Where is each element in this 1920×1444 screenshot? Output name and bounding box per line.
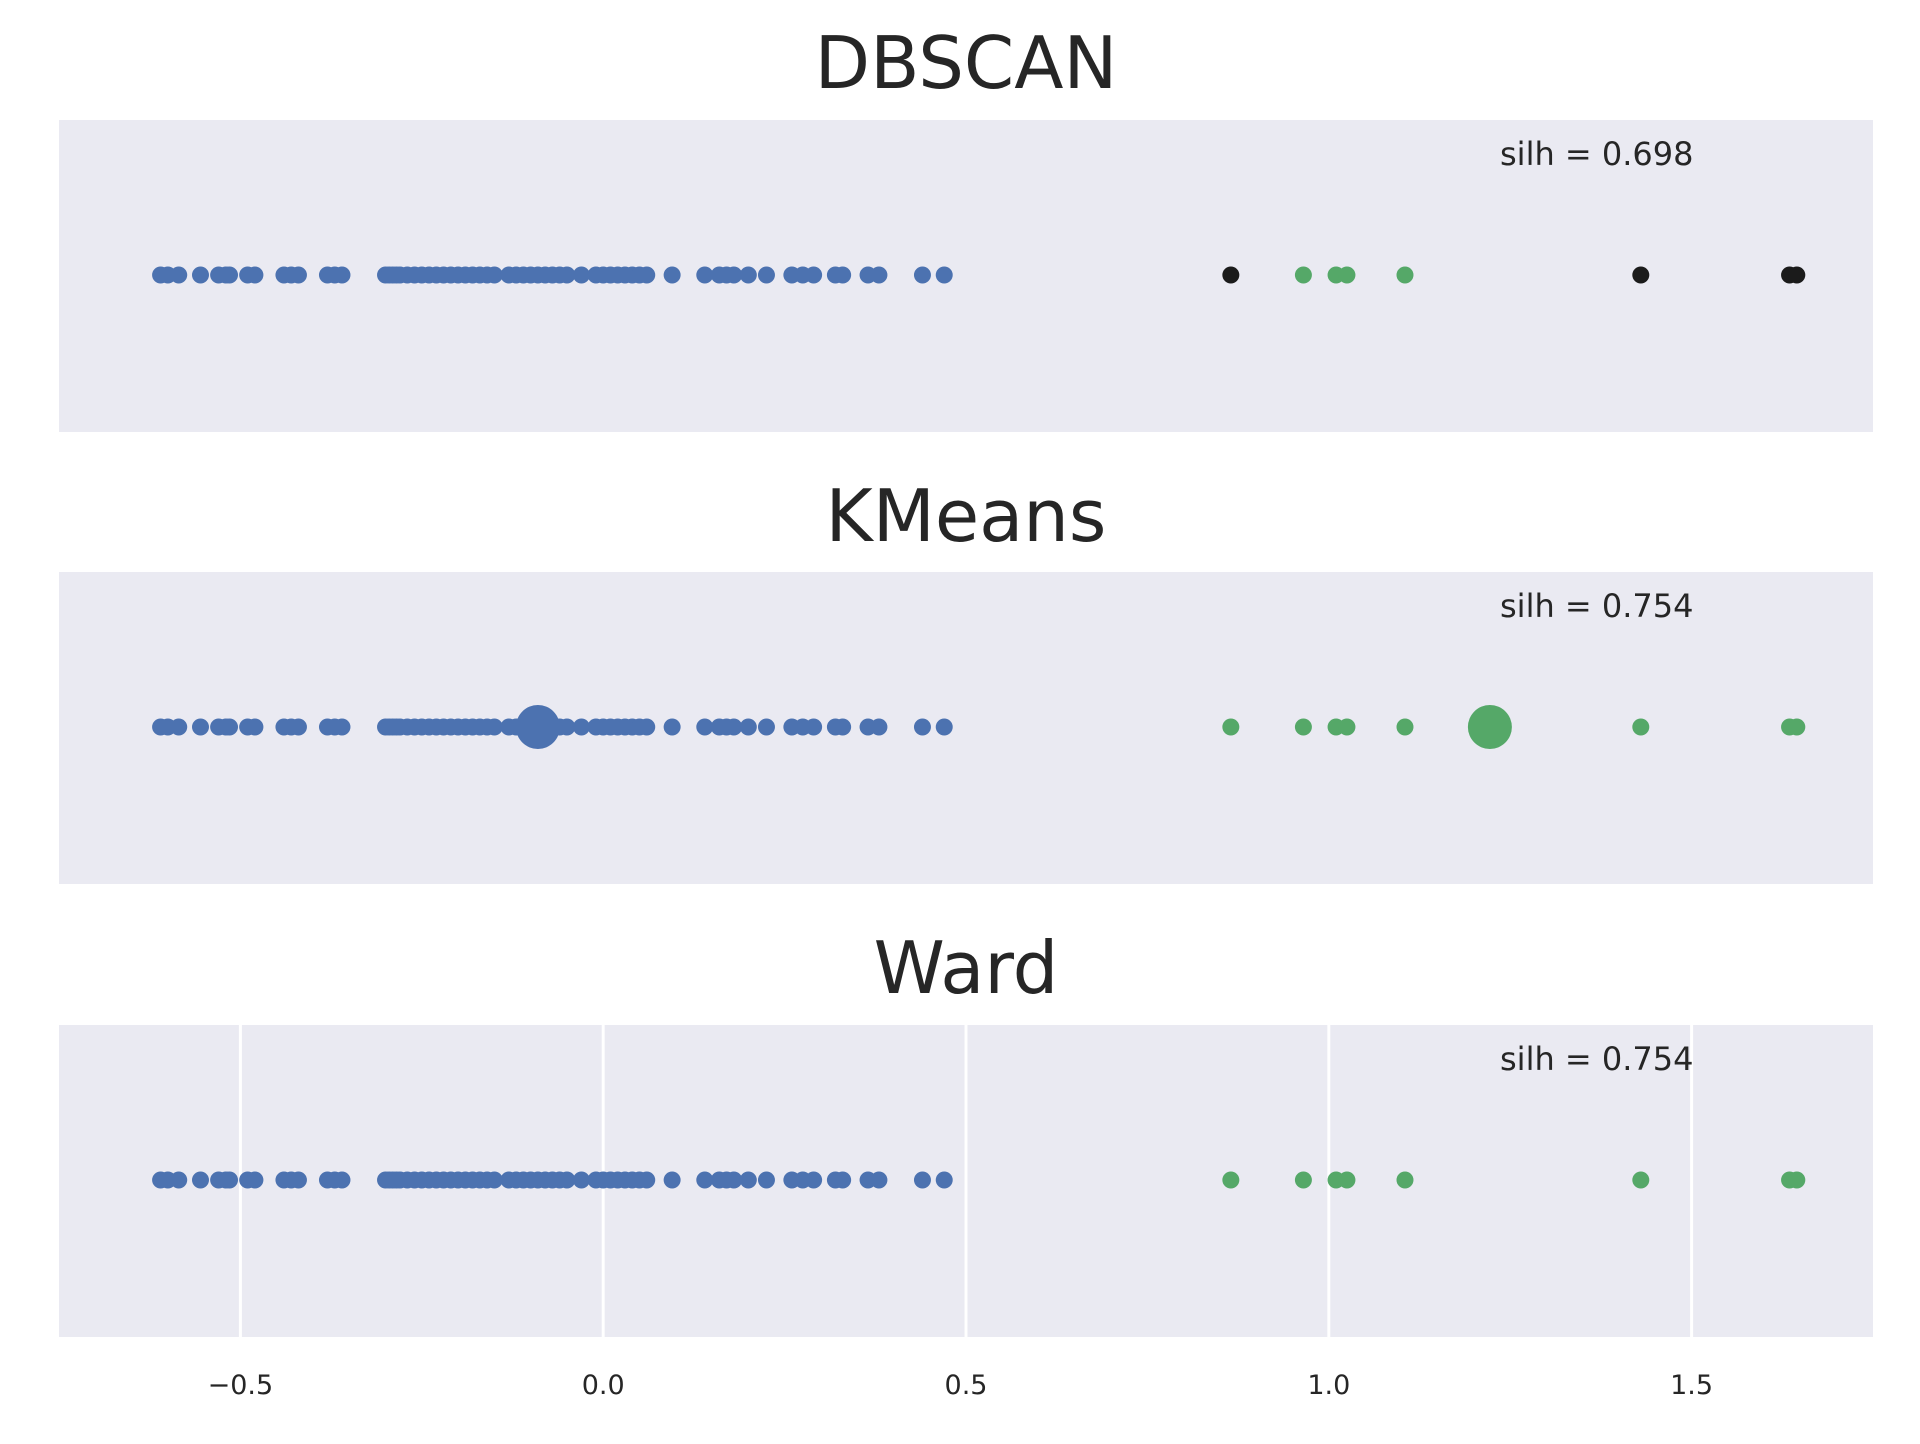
data-point xyxy=(1788,266,1806,284)
data-point xyxy=(1396,1171,1414,1189)
data-point xyxy=(1632,266,1650,284)
data-point xyxy=(191,266,209,284)
panel-title: Ward xyxy=(874,926,1059,1010)
data-point xyxy=(221,1171,239,1189)
data-point xyxy=(696,1171,714,1189)
data-point xyxy=(170,1171,188,1189)
data-point xyxy=(757,266,775,284)
data-point xyxy=(638,718,656,736)
data-point xyxy=(805,266,823,284)
data-point xyxy=(870,718,888,736)
plot-area xyxy=(59,572,1873,884)
cluster-centroid-point xyxy=(1467,705,1512,749)
data-point xyxy=(221,718,239,736)
data-point xyxy=(638,1171,656,1189)
data-point xyxy=(1396,266,1414,284)
data-point xyxy=(739,718,757,736)
data-point xyxy=(170,718,188,736)
data-point xyxy=(870,266,888,284)
x-tick-label: 1.0 xyxy=(1307,1370,1350,1401)
plot-area xyxy=(59,120,1873,432)
silhouette-annotation: silh = 0.698 xyxy=(1500,135,1694,173)
data-point xyxy=(191,1171,209,1189)
silhouette-annotation: silh = 0.754 xyxy=(1500,1040,1694,1078)
data-point xyxy=(870,1171,888,1189)
data-point xyxy=(1222,266,1240,284)
data-point xyxy=(935,266,953,284)
data-point xyxy=(663,718,681,736)
panel-kmeans: KMeans silh = 0.754 xyxy=(59,474,1873,884)
cluster-centroid-point xyxy=(515,705,560,749)
panel-ward: Ward silh = 0.754 −0.5 0.0 0.5 1.0 1.5 xyxy=(59,926,1873,1401)
data-point xyxy=(913,1171,931,1189)
data-point xyxy=(696,718,714,736)
x-tick-label: 0.0 xyxy=(582,1370,625,1401)
data-point xyxy=(739,1171,757,1189)
data-point xyxy=(1338,718,1356,736)
data-point xyxy=(1222,1171,1240,1189)
data-point xyxy=(1222,718,1240,736)
data-point xyxy=(246,266,264,284)
data-point xyxy=(1632,718,1650,736)
data-point xyxy=(725,718,743,736)
data-point xyxy=(1338,266,1356,284)
data-point xyxy=(246,718,264,736)
silhouette-annotation: silh = 0.754 xyxy=(1500,587,1694,625)
data-point xyxy=(170,266,188,284)
data-point xyxy=(757,1171,775,1189)
data-point xyxy=(725,1171,743,1189)
data-point xyxy=(663,1171,681,1189)
data-point xyxy=(725,266,743,284)
data-point xyxy=(1294,266,1312,284)
x-tick-label: −0.5 xyxy=(208,1370,274,1401)
data-point xyxy=(1294,718,1312,736)
data-point xyxy=(558,718,576,736)
data-point xyxy=(1632,1171,1650,1189)
data-point xyxy=(1788,1171,1806,1189)
data-point xyxy=(834,718,852,736)
data-point xyxy=(913,266,931,284)
data-point xyxy=(572,718,590,736)
data-point xyxy=(333,1171,351,1189)
data-point xyxy=(485,718,503,736)
data-point xyxy=(333,718,351,736)
data-point xyxy=(935,1171,953,1189)
data-point xyxy=(1338,1171,1356,1189)
panel-dbscan: DBSCAN silh = 0.698 xyxy=(59,21,1873,432)
data-point xyxy=(805,1171,823,1189)
data-point xyxy=(289,266,307,284)
data-point xyxy=(572,266,590,284)
data-point xyxy=(289,718,307,736)
data-point xyxy=(1294,1171,1312,1189)
data-point xyxy=(739,266,757,284)
data-point xyxy=(333,266,351,284)
data-point xyxy=(572,1171,590,1189)
data-point xyxy=(834,266,852,284)
data-point xyxy=(1788,718,1806,736)
data-point xyxy=(913,718,931,736)
data-point xyxy=(935,718,953,736)
data-point xyxy=(696,266,714,284)
panel-title: KMeans xyxy=(826,474,1107,558)
data-point xyxy=(246,1171,264,1189)
data-point xyxy=(757,718,775,736)
panel-title: DBSCAN xyxy=(815,21,1118,105)
data-point xyxy=(834,1171,852,1189)
data-point xyxy=(663,266,681,284)
x-tick-label: 1.5 xyxy=(1670,1370,1713,1401)
data-point xyxy=(638,266,656,284)
data-point xyxy=(289,1171,307,1189)
data-point xyxy=(805,718,823,736)
data-point xyxy=(221,266,239,284)
data-point xyxy=(485,266,503,284)
data-point xyxy=(191,718,209,736)
data-point xyxy=(485,1171,503,1189)
data-point xyxy=(1396,718,1414,736)
data-point xyxy=(558,266,576,284)
data-point xyxy=(558,1171,576,1189)
x-tick-label: 0.5 xyxy=(945,1370,988,1401)
